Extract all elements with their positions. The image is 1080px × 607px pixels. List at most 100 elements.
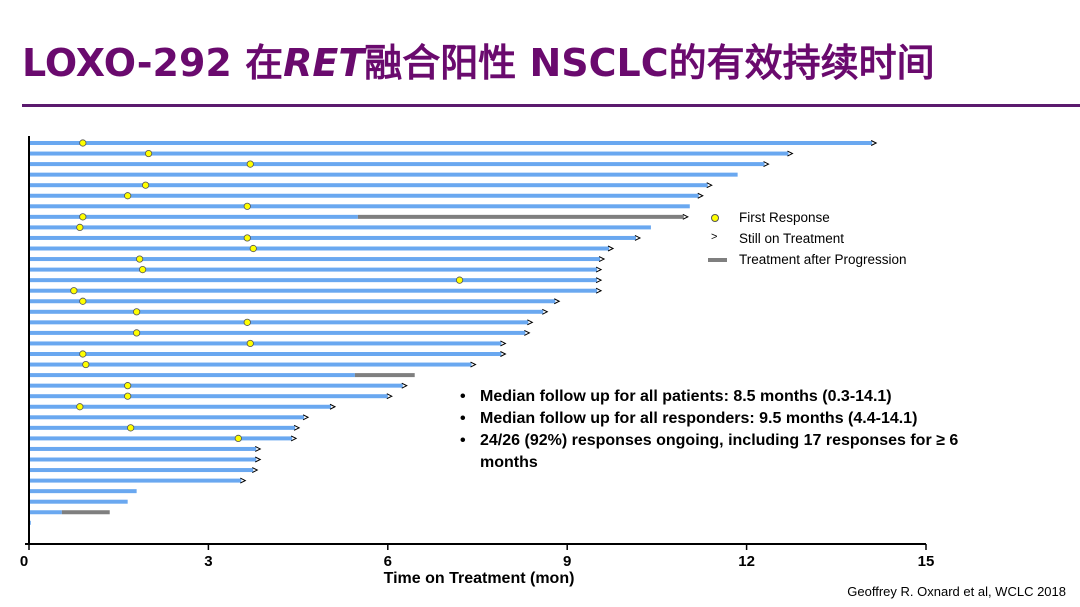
source-citation: Geoffrey R. Oxnard et al, WCLC 2018 <box>847 584 1066 599</box>
patient-row <box>29 403 337 410</box>
note-text: Median follow up for all patients: 8.5 m… <box>480 388 892 405</box>
patient-row <box>29 510 110 515</box>
first-response-marker <box>133 308 141 316</box>
legend-label: Treatment after Progression <box>739 252 907 267</box>
treatment-bar <box>29 330 526 335</box>
patient-row <box>29 467 259 473</box>
first-response-marker <box>246 160 254 168</box>
title-suffix: 融合阳性 NSCLC的有效持续时间 <box>364 41 935 85</box>
treatment-bar <box>29 204 690 209</box>
treatment-bar <box>29 446 257 451</box>
patient-row <box>29 382 408 389</box>
patient-row <box>29 456 262 463</box>
treatment-bar <box>29 373 355 378</box>
patient-row <box>29 182 713 189</box>
patient-row <box>29 340 507 347</box>
ongoing-arrow <box>500 351 507 357</box>
ongoing-arrow <box>595 287 603 294</box>
note-item: • Median follow up for all patients: 8.5 … <box>458 386 1000 408</box>
first-response-marker <box>79 350 87 358</box>
note-text: Median follow up for all responders: 9.5… <box>480 410 918 427</box>
treatment-bar <box>29 141 873 145</box>
first-response-marker <box>455 276 464 284</box>
treatment-bar <box>29 499 128 504</box>
treatment-bar <box>29 246 610 251</box>
ongoing-arrow <box>500 340 507 347</box>
summary-notes: • Median follow up for all patients: 8.5 … <box>458 386 1000 474</box>
ongoing-arrow <box>595 277 603 284</box>
patient-row <box>29 329 531 336</box>
first-response-marker <box>82 360 90 369</box>
x-axis-label: Time on Treatment (mon) <box>384 570 575 587</box>
note-item: • 24/26 (92%) responses ongoing, includin… <box>458 430 1000 474</box>
x-tick-label: 6 <box>384 553 392 570</box>
patient-row <box>29 277 603 284</box>
patient-row <box>29 477 247 484</box>
first-response-marker <box>79 139 87 147</box>
ongoing-arrow <box>401 382 408 389</box>
ongoing-arrow <box>329 403 337 410</box>
note-item: • Median follow up for all responders: 9.… <box>458 408 1000 430</box>
progression-bar <box>61 510 110 515</box>
ongoing-arrow <box>290 435 298 442</box>
patient-row <box>29 192 704 199</box>
treatment-bar <box>29 193 699 198</box>
progression-bar <box>357 214 684 219</box>
first-response-marker <box>79 297 87 305</box>
ongoing-arrow <box>255 446 262 452</box>
first-response-marker <box>246 339 254 348</box>
first-response-marker <box>76 403 84 411</box>
ongoing-arrow <box>554 298 561 305</box>
bullet-icon: • <box>460 432 466 449</box>
patient-bars <box>29 140 878 525</box>
patient-row <box>29 150 794 157</box>
ongoing-arrow <box>682 213 689 220</box>
first-response-marker <box>249 244 257 253</box>
patient-row <box>29 499 128 504</box>
legend-label: Still on Treatment <box>739 231 845 246</box>
patient-row <box>29 373 415 378</box>
patient-row <box>29 489 137 494</box>
first-response-marker <box>139 265 147 274</box>
first-response-marker <box>234 434 242 442</box>
response-markers <box>70 139 464 442</box>
first-response-marker <box>243 318 251 326</box>
treatment-bar <box>29 235 636 240</box>
patient-row <box>29 172 738 177</box>
x-tick-label: 15 <box>918 553 935 570</box>
ongoing-arrow <box>255 456 262 463</box>
ongoing-arrow <box>870 140 878 146</box>
note-text: 24/26 (92%) responses ongoing, including… <box>480 432 959 471</box>
treatment-bar <box>29 183 708 188</box>
first-response-marker <box>79 213 87 221</box>
title-gene: RET <box>283 41 365 85</box>
gray-bar-icon <box>705 250 729 269</box>
treatment-bar <box>29 172 738 177</box>
first-response-marker <box>127 424 135 432</box>
patient-row <box>29 204 690 209</box>
first-response-marker <box>70 287 78 295</box>
bullet-icon: • <box>460 388 466 405</box>
treatment-bar <box>29 341 502 346</box>
ongoing-arrow <box>595 266 603 273</box>
patient-row <box>29 225 651 230</box>
ongoing-arrow <box>787 150 794 157</box>
first-response-marker <box>142 181 150 189</box>
treatment-bar <box>29 257 601 262</box>
patient-row <box>29 435 298 442</box>
ongoing-arrow <box>697 192 704 199</box>
arrow-icon: > <box>711 231 718 243</box>
patient-row <box>29 140 878 146</box>
first-response-marker <box>145 149 153 158</box>
treatment-bar <box>29 151 789 156</box>
patient-row <box>29 446 262 452</box>
first-response-marker <box>124 192 132 200</box>
x-tick-label: 3 <box>204 553 212 570</box>
patient-row <box>29 319 534 326</box>
ongoing-arrow <box>252 467 259 473</box>
patient-row <box>29 256 606 262</box>
treatment-bar <box>29 309 544 314</box>
treatment-bar <box>29 415 305 420</box>
patient-row <box>29 287 603 294</box>
